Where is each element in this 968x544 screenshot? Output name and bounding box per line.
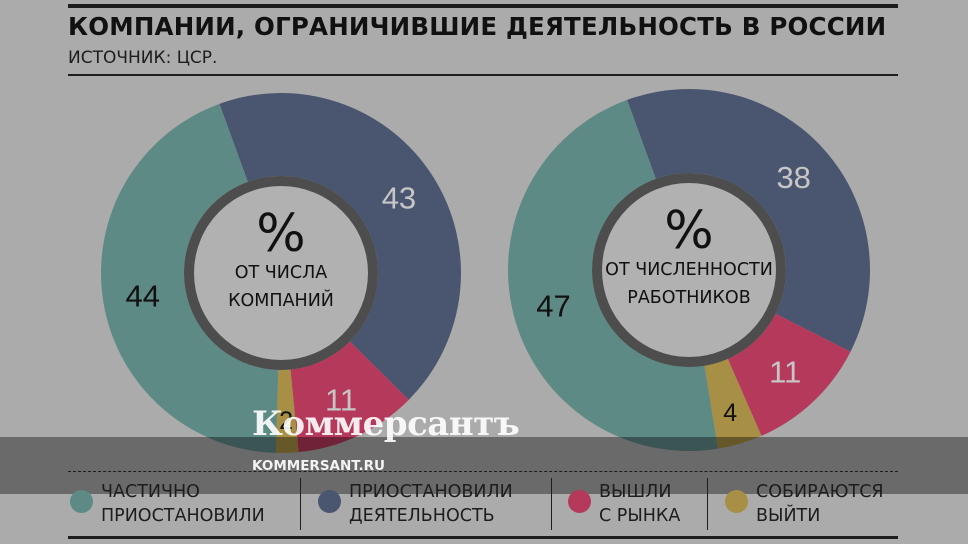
legend-label-partially-suspended: ЧАСТИЧНО ПРИОСТАНОВИЛИ [101, 482, 265, 526]
center-label-line2: РАБОТНИКОВ [627, 288, 750, 308]
legend-item-exited: ВЫШЛИ С РЫНКА [568, 480, 680, 528]
legend-separator [551, 478, 552, 530]
center-label-line1: ОТ ЧИСЛА [235, 263, 327, 283]
header-rule [68, 74, 898, 76]
legend-item-planning-to-exit: СОБИРАЮТСЯ ВЫЙТИ [725, 480, 884, 528]
value-label-suspended: 43 [382, 181, 416, 216]
chart-title: КОМПАНИИ, ОГРАНИЧИВШИЕ ДЕЯТЕЛЬНОСТЬ В РО… [68, 12, 887, 41]
value-label-suspended: 38 [776, 160, 810, 195]
top-rule [68, 4, 898, 8]
legend-label-suspended: ПРИОСТАНОВИЛИ ДЕЯТЕЛЬНОСТЬ [349, 482, 513, 526]
legend-item-partially-suspended: ЧАСТИЧНО ПРИОСТАНОВИЛИ [70, 480, 265, 528]
watermark-logo: Коммерсантъ [252, 404, 520, 444]
slice-planning-to-exit [704, 358, 762, 449]
legend-separator [707, 478, 708, 530]
legend-swatch-exited [568, 490, 591, 513]
percent-symbol: % [256, 204, 305, 264]
value-label-planning-to-exit: 2 [279, 407, 293, 435]
legend-divider [68, 471, 898, 472]
legend-label-exited: ВЫШЛИ С РЫНКА [599, 482, 681, 526]
watermark-band [0, 437, 968, 494]
center-label-line1: ОТ ЧИСЛЕННОСТИ [605, 260, 773, 280]
donut-center [602, 183, 776, 357]
legend-swatch-planning-to-exit [725, 490, 748, 513]
legend-separator [300, 478, 301, 530]
legend-label-planning-to-exit: СОБИРАЮТСЯ ВЫЙТИ [756, 482, 884, 526]
source-note: ИСТОЧНИК: ЦСР. [68, 48, 218, 68]
value-label-partially-suspended: 47 [536, 288, 570, 323]
slice-suspended [219, 93, 461, 400]
slice-suspended [627, 89, 870, 352]
value-label-exited: 11 [325, 382, 357, 417]
value-label-planning-to-exit: 4 [723, 399, 737, 427]
legend-swatch-suspended [318, 490, 341, 513]
slice-partially-suspended [100, 103, 279, 453]
center-label-line2: КОМПАНИЙ [228, 289, 334, 311]
slice-partially-suspended [507, 99, 718, 452]
value-label-exited: 11 [769, 355, 801, 390]
legend-swatch-partially-suspended [70, 490, 93, 513]
bottom-rule [68, 536, 898, 539]
slice-planning-to-exit [275, 369, 299, 453]
donut-center [194, 186, 368, 360]
watermark-url: KOMMERSANT.RU [252, 458, 385, 474]
legend-item-suspended: ПРИОСТАНОВИЛИ ДЕЯТЕЛЬНОСТЬ [318, 480, 513, 528]
value-label-partially-suspended: 44 [126, 278, 160, 313]
slice-exited [727, 313, 851, 436]
slice-exited [290, 341, 409, 453]
percent-symbol: % [664, 201, 713, 261]
